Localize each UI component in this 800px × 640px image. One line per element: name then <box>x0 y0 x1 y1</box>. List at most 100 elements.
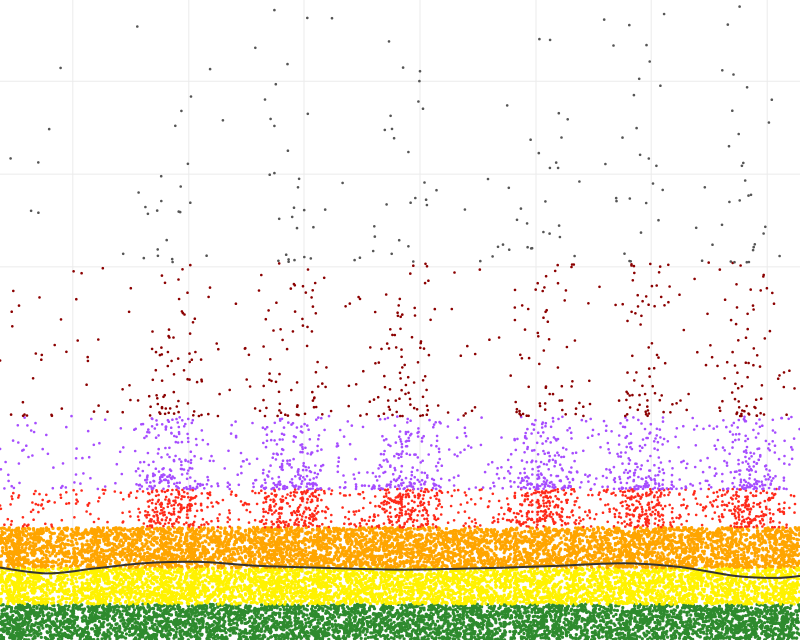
data-point <box>597 632 601 636</box>
data-point <box>621 618 625 622</box>
data-point <box>102 610 106 614</box>
data-point <box>600 615 604 619</box>
data-point <box>197 606 202 610</box>
data-point <box>665 613 669 617</box>
data-point <box>285 613 289 617</box>
data-point <box>322 626 326 630</box>
data-point <box>90 611 95 615</box>
data-point <box>621 631 625 635</box>
data-point <box>638 617 643 621</box>
data-point <box>174 618 178 622</box>
data-point <box>272 624 277 628</box>
data-point <box>678 634 682 638</box>
data-point <box>433 623 437 627</box>
data-point <box>478 625 482 629</box>
data-point <box>383 624 387 628</box>
data-point <box>389 607 393 611</box>
data-point <box>348 623 352 627</box>
data-point <box>189 623 193 627</box>
data-point <box>52 621 56 625</box>
data-point <box>180 608 184 613</box>
data-point <box>316 608 321 612</box>
data-point <box>597 624 601 628</box>
data-point <box>110 617 114 621</box>
data-point <box>350 609 354 614</box>
data-point <box>159 609 163 613</box>
data-point <box>39 631 43 636</box>
data-point <box>502 620 506 625</box>
data-point <box>485 616 489 620</box>
data-point <box>28 604 32 608</box>
data-point <box>721 636 725 640</box>
data-point <box>638 612 642 616</box>
data-point <box>640 626 645 630</box>
data-point <box>88 635 92 640</box>
data-point <box>212 606 216 611</box>
data-point <box>37 614 42 618</box>
data-point <box>90 614 94 618</box>
data-point <box>542 605 546 610</box>
data-point <box>198 632 203 636</box>
data-point <box>462 629 466 633</box>
data-point <box>138 607 142 611</box>
data-point <box>353 619 357 623</box>
data-point <box>549 618 554 622</box>
data-point <box>325 633 329 638</box>
data-point <box>106 628 110 632</box>
data-point <box>132 608 137 612</box>
data-point <box>744 614 748 618</box>
data-point <box>733 624 738 628</box>
data-point <box>765 605 769 609</box>
data-point <box>620 610 625 614</box>
data-point <box>165 607 169 611</box>
data-point <box>599 611 603 615</box>
data-point <box>211 623 215 627</box>
data-point <box>574 609 578 613</box>
data-point <box>128 633 132 637</box>
data-point <box>90 606 94 610</box>
data-point <box>328 612 332 617</box>
data-point <box>693 625 697 629</box>
data-point <box>586 635 591 639</box>
data-point <box>551 625 555 629</box>
data-point <box>544 636 548 640</box>
data-point <box>71 606 75 610</box>
data-point <box>221 623 226 627</box>
data-point <box>698 604 702 609</box>
data-point <box>625 619 629 623</box>
data-point <box>301 628 305 632</box>
data-point <box>379 628 383 632</box>
data-point <box>128 630 132 634</box>
data-point <box>617 621 621 625</box>
data-point <box>659 609 663 613</box>
data-point <box>772 616 777 621</box>
data-point <box>768 612 773 616</box>
data-point <box>604 630 608 634</box>
data-point <box>458 615 462 619</box>
data-point <box>405 612 409 616</box>
data-point <box>119 613 123 618</box>
data-point <box>575 618 579 623</box>
data-point <box>589 626 594 630</box>
band-green <box>0 602 800 640</box>
data-point <box>436 615 441 619</box>
data-point <box>789 622 794 626</box>
data-point <box>186 621 190 625</box>
data-point <box>420 636 424 640</box>
data-point <box>628 622 632 626</box>
data-point <box>489 606 493 610</box>
data-point <box>9 610 13 614</box>
data-point <box>382 618 386 622</box>
data-point <box>224 631 228 635</box>
data-point <box>267 617 271 621</box>
data-point <box>401 611 405 615</box>
data-point <box>346 610 350 615</box>
data-point <box>497 613 501 617</box>
data-point <box>571 624 575 628</box>
data-point <box>649 628 654 632</box>
data-point <box>643 634 647 638</box>
data-point <box>33 623 37 627</box>
data-point <box>753 628 757 632</box>
data-point <box>228 633 232 637</box>
data-point <box>174 630 178 634</box>
